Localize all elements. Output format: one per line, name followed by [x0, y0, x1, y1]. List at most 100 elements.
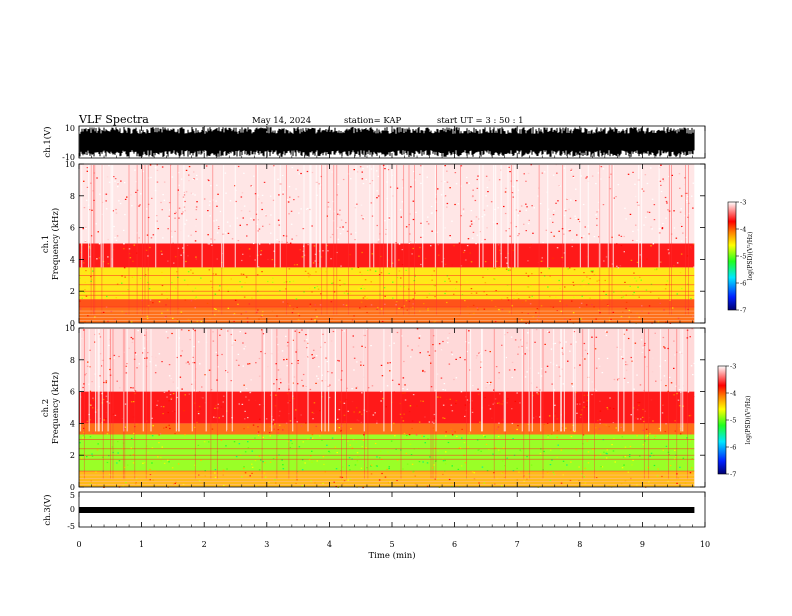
spectrogram-speckle	[285, 335, 287, 337]
spectrogram-speckle	[627, 320, 630, 322]
spectrogram-speckle	[387, 482, 390, 484]
spectrogram-speckle	[92, 270, 94, 272]
spectrogram-speckle	[428, 206, 430, 208]
spectrogram-speckle	[648, 349, 651, 351]
spectrogram-speckle	[464, 462, 467, 464]
spectrogram-speckle	[193, 346, 195, 348]
spectrogram-speckle	[200, 396, 203, 398]
spectrogram-speckle	[136, 367, 138, 369]
spectrogram-speckle	[562, 460, 565, 462]
spectrogram-speckle	[243, 467, 245, 469]
spectrogram-speckle	[182, 247, 184, 249]
spectrogram-speckle	[636, 374, 638, 376]
spectrogram-speckle	[408, 434, 411, 436]
spectrogram-speckle	[156, 220, 158, 222]
spectrogram-speckle	[450, 351, 453, 353]
spectrogram-speckle	[176, 403, 179, 405]
spectrogram-speckle	[575, 200, 577, 202]
time-tick-label: 3	[264, 540, 269, 549]
spectrogram-speckle	[675, 455, 677, 457]
spectrogram-speckle	[270, 232, 272, 234]
spectrogram-speckle	[185, 191, 188, 193]
spectrogram-speckle	[649, 291, 652, 293]
spectrogram-speckle	[342, 226, 344, 228]
spectrogram-speckle	[648, 481, 650, 483]
spectrogram-speckle	[646, 258, 648, 260]
spectrogram-speckle	[232, 430, 235, 432]
spectrogram-speckle	[467, 238, 470, 240]
spectrogram-speckle	[288, 268, 291, 270]
spectrogram-speckle	[307, 207, 309, 210]
spectrogram-speckle	[624, 207, 626, 209]
spectrogram-speckle	[108, 402, 111, 404]
spectrogram-speckle	[248, 399, 250, 401]
ch1-ytick-top: 10	[65, 124, 75, 133]
spectrogram-speckle	[680, 240, 683, 242]
spectrogram-speckle	[322, 333, 324, 335]
spectrogram-speckle	[370, 202, 373, 204]
spectrogram-speckle	[117, 186, 119, 188]
spectrogram-speckle	[83, 329, 85, 331]
spectrogram-speckle	[255, 456, 258, 458]
spectrogram-speckle	[160, 250, 163, 252]
spectrogram-speckle	[440, 377, 443, 379]
spectrogram-speckle	[467, 446, 469, 448]
spectrogram-speckle	[82, 386, 84, 389]
spectrogram-speckle	[644, 342, 646, 345]
spectrogram-speckle	[327, 250, 329, 252]
spectrogram-speckle	[330, 340, 333, 342]
ch3-waveform-panel: 5 0 -5 ch.3(V)	[42, 491, 706, 531]
spectrogram-speckle	[426, 296, 428, 298]
spectrogram-speckle	[221, 252, 224, 255]
spectrogram-speckle	[158, 301, 161, 303]
spectrogram-speckle	[387, 451, 389, 453]
spectrogram-band-1	[79, 434, 695, 472]
header-station: station= KAP	[344, 116, 402, 126]
spectrogram-speckle	[237, 240, 240, 242]
spectrogram-speckle	[277, 219, 280, 221]
spectrogram-speckle	[630, 259, 633, 261]
spectrogram-speckle	[653, 438, 656, 440]
spectrogram-speckle	[623, 464, 625, 466]
spectrogram-speckle	[541, 233, 543, 235]
spectrogram-speckle	[238, 403, 240, 405]
spectrogram-speckle	[333, 481, 335, 483]
spectrogram-speckle	[247, 363, 249, 365]
spectrogram-speckle	[108, 455, 110, 457]
spectrogram-speckle	[262, 436, 264, 438]
spectrogram-speckle	[355, 203, 358, 205]
spectrogram-speckle	[645, 289, 648, 291]
spectrogram-speckle	[229, 225, 231, 227]
spectrogram-speckle	[298, 173, 300, 175]
spectrogram-speckle	[244, 345, 247, 347]
spectrogram-speckle	[332, 200, 335, 203]
spectrogram-speckle	[496, 223, 498, 225]
spectrogram-speckle	[679, 433, 682, 435]
spectrogram-speckle	[384, 295, 386, 297]
spectrogram-speckle	[684, 177, 686, 179]
spectrogram-speckle	[530, 464, 533, 466]
spectrogram-speckle	[188, 174, 190, 176]
spectrogram-speckle	[337, 359, 339, 362]
ch2-cbtick-label: -3	[730, 363, 736, 371]
spectrogram-speckle	[278, 241, 281, 243]
spectrogram-speckle	[556, 436, 558, 438]
spectrogram-speckle	[515, 209, 518, 211]
spectrogram-speckle	[605, 334, 608, 336]
spectrogram-speckle	[558, 230, 560, 232]
spectrogram-speckle	[119, 387, 121, 389]
spectrogram-speckle	[444, 227, 446, 229]
spectrogram-speckle	[639, 254, 642, 256]
spectrogram-speckle	[214, 343, 217, 346]
spectrogram-speckle	[105, 200, 107, 202]
spectrogram-speckle	[103, 381, 105, 384]
spectrogram-speckle	[595, 214, 597, 216]
spectrogram-speckle	[493, 389, 495, 391]
spectrogram-speckle	[525, 209, 527, 211]
spectrogram-speckle	[243, 296, 246, 298]
spectrogram-speckle	[627, 381, 629, 384]
spectrogram-speckle	[444, 463, 447, 465]
spectrogram-speckle	[339, 209, 341, 211]
spectrogram-speckle	[338, 360, 340, 362]
spectrogram-speckle	[537, 261, 540, 264]
